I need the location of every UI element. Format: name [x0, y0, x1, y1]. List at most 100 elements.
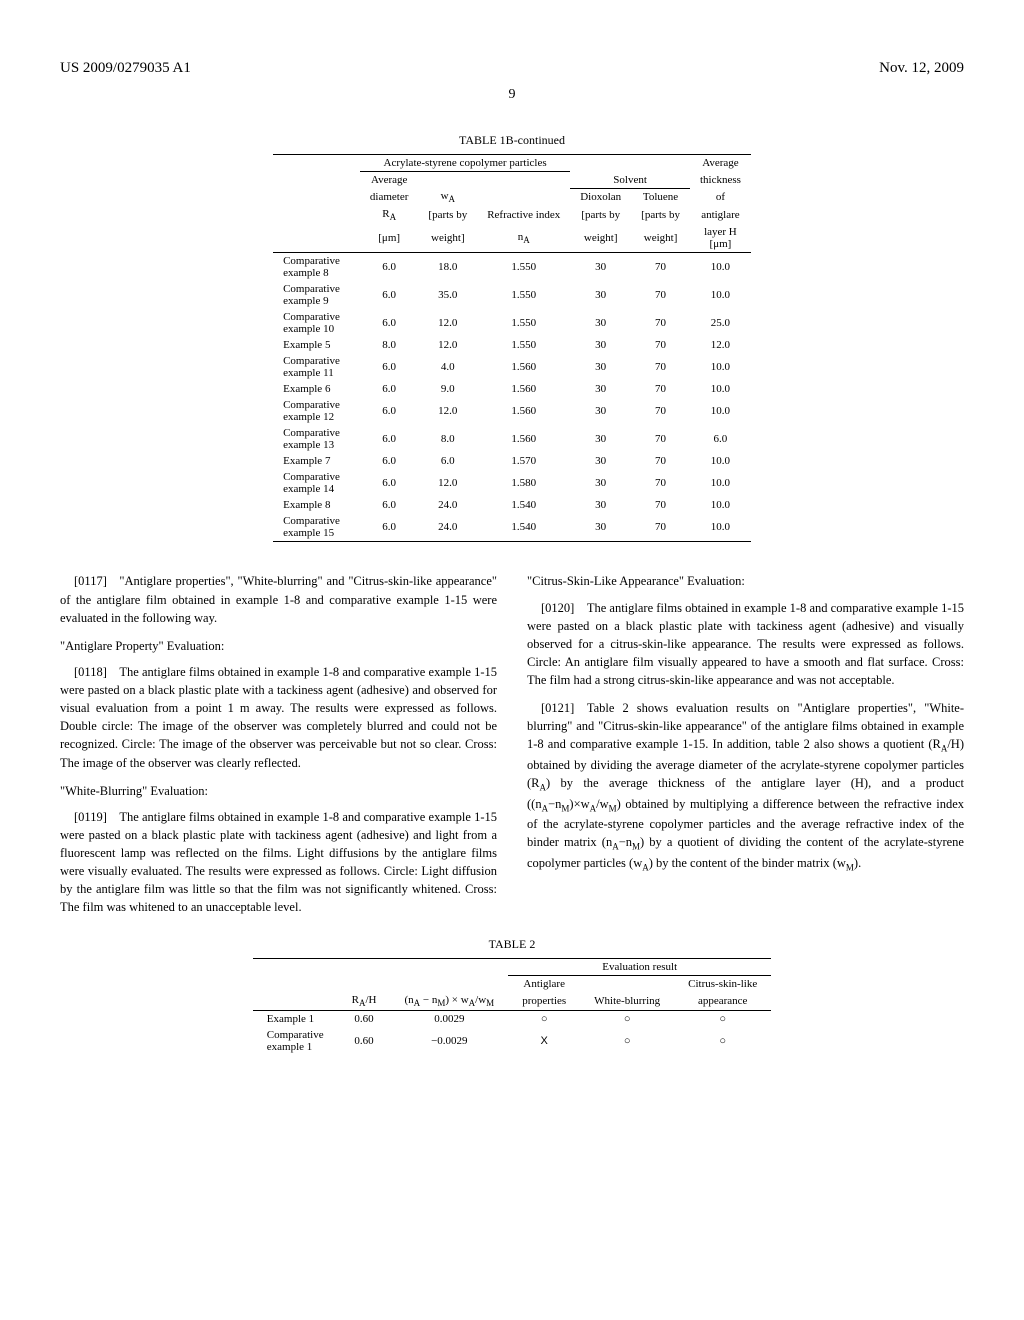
col-diox: Dioxolan: [570, 188, 631, 206]
cell-diameter: 6.0: [360, 453, 418, 469]
col-parts1: [parts by: [418, 206, 477, 224]
cell-wb: ○: [580, 1010, 674, 1027]
cell-diameter: 6.0: [360, 309, 418, 337]
cell-ri: 1.550: [477, 337, 570, 353]
cell-wa: 12.0: [418, 469, 477, 497]
table-row-label: Comparativeexample 12: [273, 397, 360, 425]
col-parts3: [parts by: [631, 206, 690, 224]
table-row-label: Comparativeexample 10: [273, 309, 360, 337]
cell-diox: 30: [570, 397, 631, 425]
solvent-header: Solvent: [570, 172, 690, 189]
cell-h: 10.0: [690, 353, 751, 381]
col-formula: (nA − nM) × wA/wM: [390, 992, 508, 1011]
cell-diameter: 6.0: [360, 497, 418, 513]
cell-prod: 0.0029: [390, 1010, 508, 1027]
col-ag: antiglare: [690, 206, 751, 224]
cell-wa: 35.0: [418, 281, 477, 309]
cell-diameter: 6.0: [360, 281, 418, 309]
table-row-label: Comparativeexample 9: [273, 281, 360, 309]
col-white: White-blurring: [580, 992, 674, 1011]
cell-tol: 70: [631, 397, 690, 425]
cell-h: 25.0: [690, 309, 751, 337]
table1b-title: TABLE 1B-continued: [60, 133, 964, 148]
cell-wa: 9.0: [418, 381, 477, 397]
cell-diox: 30: [570, 281, 631, 309]
para-0119: [0119] The antiglare films obtained in e…: [60, 808, 497, 917]
cell-tol: 70: [631, 337, 690, 353]
cell-h: 6.0: [690, 425, 751, 453]
cell-prod: −0.0029: [390, 1027, 508, 1055]
cell-ri: 1.560: [477, 425, 570, 453]
doc-id: US 2009/0279035 A1: [60, 60, 191, 77]
cell-ri: 1.540: [477, 513, 570, 542]
cell-cs: ○: [674, 1027, 771, 1055]
cell-cs: ○: [674, 1010, 771, 1027]
cell-wb: ○: [580, 1027, 674, 1055]
cell-diox: 30: [570, 381, 631, 397]
cell-diameter: 6.0: [360, 253, 418, 282]
cell-h: 12.0: [690, 337, 751, 353]
cell-ag: ○: [508, 1010, 580, 1027]
cell-h: 10.0: [690, 281, 751, 309]
doc-date: Nov. 12, 2009: [879, 60, 964, 77]
col-cs2: appearance: [674, 992, 771, 1011]
avg-label: Average: [360, 172, 418, 189]
cell-ri: 1.550: [477, 253, 570, 282]
cell-diameter: 6.0: [360, 397, 418, 425]
col-na: nA: [477, 224, 570, 253]
col-ag1: Antiglare: [508, 975, 580, 992]
para-0120: [0120] The antiglare films obtained in e…: [527, 599, 964, 690]
cell-wa: 12.0: [418, 337, 477, 353]
cell-ri: 1.580: [477, 469, 570, 497]
cell-ri: 1.560: [477, 353, 570, 381]
table-row-label: Comparativeexample 13: [273, 425, 360, 453]
cell-ri: 1.570: [477, 453, 570, 469]
cell-diox: 30: [570, 337, 631, 353]
col-rah: RA/H: [338, 992, 391, 1011]
table-row-label: Example 7: [273, 453, 360, 469]
table-row-label: Example 1: [253, 1010, 338, 1027]
cell-diox: 30: [570, 497, 631, 513]
col-of: of: [690, 188, 751, 206]
cell-ri: 1.560: [477, 381, 570, 397]
cell-tol: 70: [631, 453, 690, 469]
cell-diameter: 6.0: [360, 353, 418, 381]
cell-diameter: 6.0: [360, 425, 418, 453]
para-0121: [0121] Table 2 shows evaluation results …: [527, 699, 964, 874]
cell-wa: 24.0: [418, 497, 477, 513]
cell-tol: 70: [631, 381, 690, 397]
heading-antiglare: "Antiglare Property" Evaluation:: [60, 637, 497, 655]
cell-ri: 1.550: [477, 281, 570, 309]
col-cs1: Citrus-skin-like: [674, 975, 771, 992]
table-row-label: Comparativeexample 8: [273, 253, 360, 282]
cell-tol: 70: [631, 253, 690, 282]
col-parts2: [parts by: [570, 206, 631, 224]
cell-diameter: 6.0: [360, 469, 418, 497]
cell-diox: 30: [570, 469, 631, 497]
col-layer: layer H[μm]: [690, 224, 751, 253]
cell-rah: 0.60: [338, 1010, 391, 1027]
col-weight2: weight]: [570, 224, 631, 253]
cell-wa: 12.0: [418, 309, 477, 337]
col-diameter: diameter: [360, 188, 418, 206]
cell-h: 10.0: [690, 381, 751, 397]
col-tol: Toluene: [631, 188, 690, 206]
table-1b: Acrylate-styrene copolymer particles Ave…: [273, 154, 751, 542]
col-group-header: Acrylate-styrene copolymer particles: [360, 155, 570, 172]
cell-tol: 70: [631, 281, 690, 309]
heading-white: "White-Blurring" Evaluation:: [60, 782, 497, 800]
cell-ag: X: [508, 1027, 580, 1055]
para-0118: [0118] The antiglare films obtained in e…: [60, 663, 497, 772]
cell-h: 10.0: [690, 453, 751, 469]
cell-wa: 4.0: [418, 353, 477, 381]
col-ri: Refractive index: [477, 206, 570, 224]
cell-tol: 70: [631, 425, 690, 453]
table-row-label: Example 5: [273, 337, 360, 353]
cell-tol: 70: [631, 497, 690, 513]
cell-diox: 30: [570, 353, 631, 381]
cell-diameter: 8.0: [360, 337, 418, 353]
table-row-label: Comparativeexample 11: [273, 353, 360, 381]
table-row-label: Comparativeexample 1: [253, 1027, 338, 1055]
page-header: US 2009/0279035 A1 Nov. 12, 2009: [60, 60, 964, 77]
col-ra: RA: [360, 206, 418, 224]
